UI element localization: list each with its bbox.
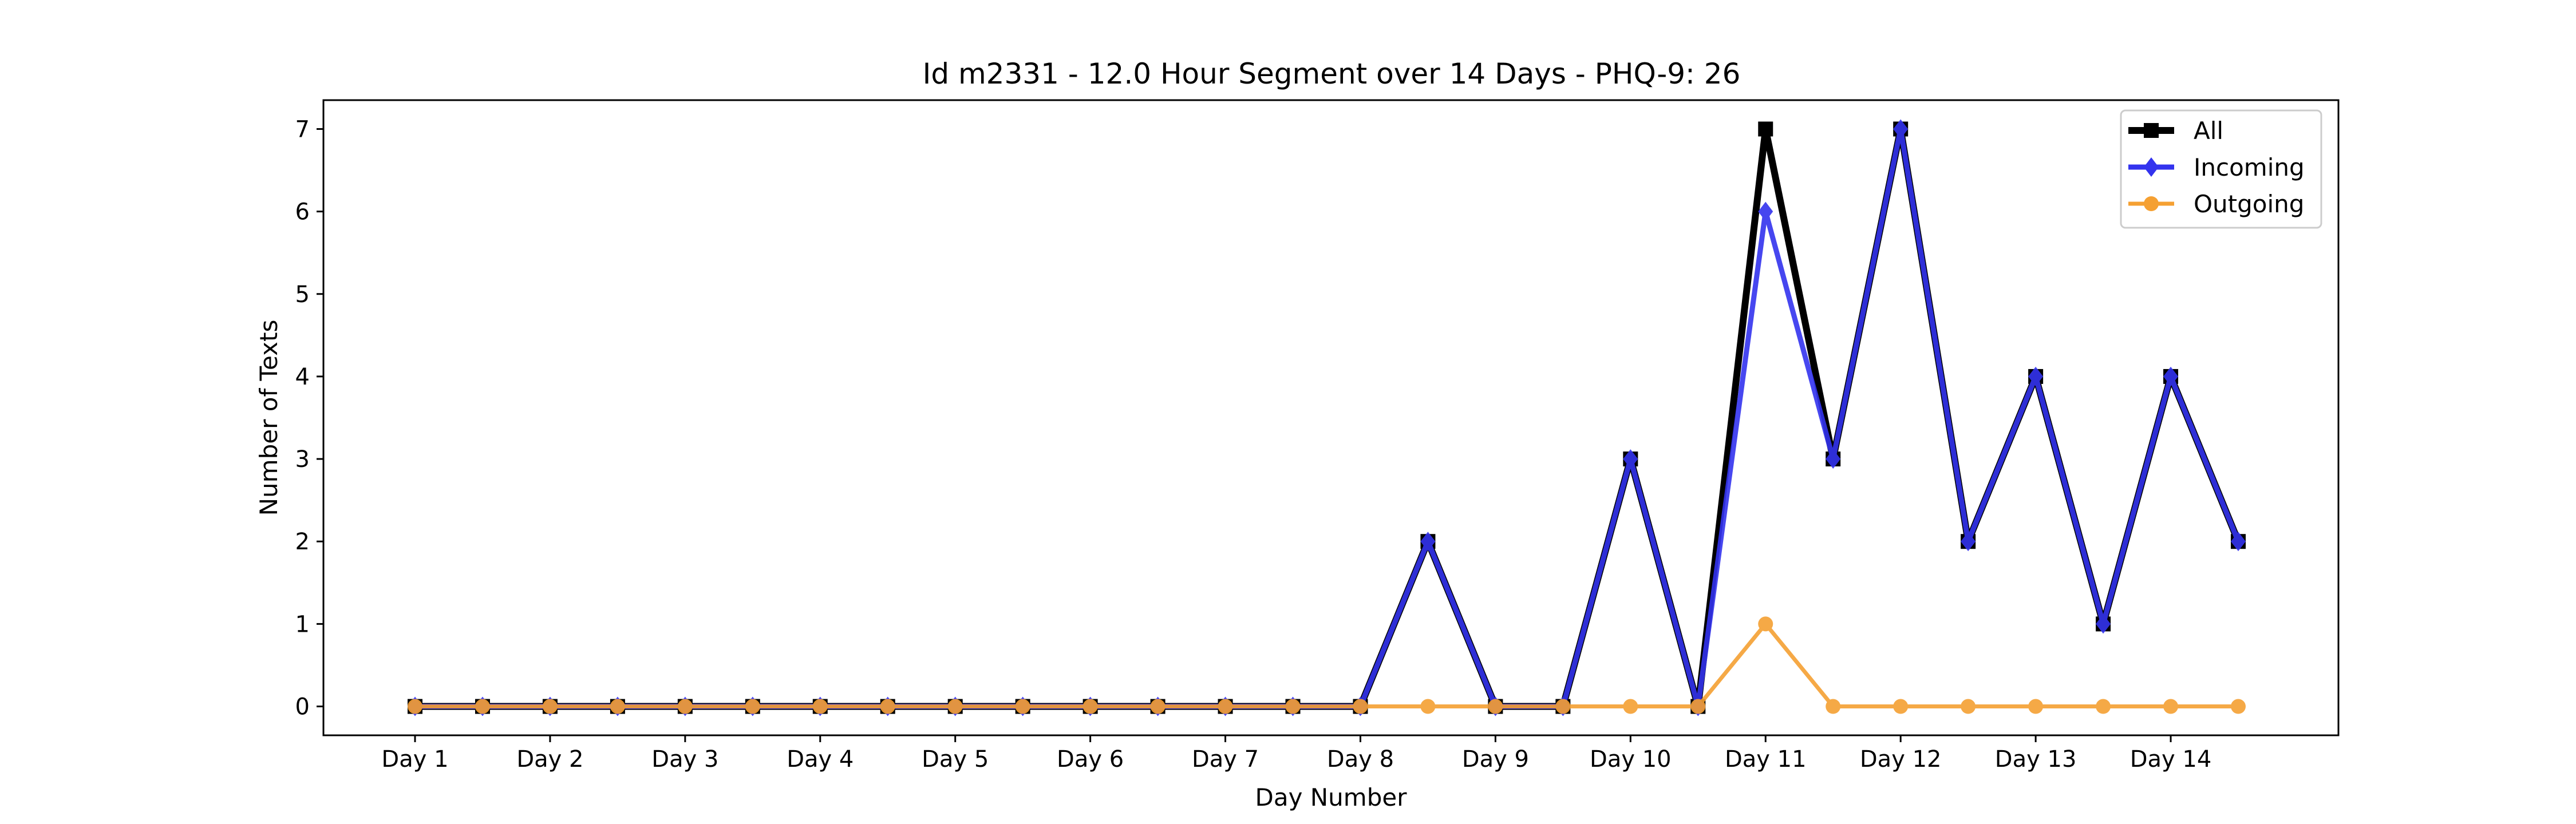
legend-label: All <box>2194 117 2223 145</box>
point-outgoing <box>1420 699 1436 714</box>
point-incoming <box>1420 532 1436 552</box>
point-incoming <box>1893 119 1909 139</box>
point-outgoing <box>1758 616 1773 632</box>
y-tick-label: 5 <box>295 282 310 308</box>
point-incoming <box>2231 532 2246 552</box>
point-outgoing <box>1150 699 1165 714</box>
y-axis-label: Number of Texts <box>255 320 283 516</box>
legend-items: All Incoming Outgoing <box>2128 117 2305 218</box>
point-outgoing <box>1285 699 1301 714</box>
x-tick-label: Day 8 <box>1327 746 1394 772</box>
point-outgoing <box>1353 699 1368 714</box>
point-outgoing <box>408 699 422 714</box>
legend-item-all: All <box>2128 117 2223 145</box>
point-outgoing <box>1082 699 1098 714</box>
y-tick-label: 6 <box>295 199 310 225</box>
legend: All Incoming Outgoing <box>2120 109 2322 229</box>
series-layer <box>408 119 2246 716</box>
point-outgoing <box>1623 699 1638 714</box>
series-line-incoming <box>415 126 2241 710</box>
y-tick-label: 3 <box>295 446 310 473</box>
point-outgoing <box>745 699 760 714</box>
x-tick-label: Day 14 <box>2130 746 2212 772</box>
point-outgoing <box>1690 699 1706 714</box>
y-tick-label: 2 <box>295 529 310 555</box>
y-axis: 0 1 2 3 4 5 6 7 <box>295 116 323 720</box>
point-incoming <box>1826 449 1841 469</box>
x-tick-label: Day 6 <box>1057 746 1124 772</box>
y-tick-label: 0 <box>295 694 310 720</box>
point-outgoing <box>1218 699 1233 714</box>
y-tick-label: 4 <box>295 364 310 390</box>
point-outgoing <box>475 699 490 714</box>
legend-swatch-marker <box>2144 196 2159 211</box>
point-outgoing <box>2163 699 2179 714</box>
point-incoming <box>1758 201 1773 221</box>
point-outgoing <box>2096 699 2111 714</box>
point-incoming <box>2028 366 2044 386</box>
x-tick-label: Day 1 <box>381 746 448 772</box>
x-tick-label: Day 2 <box>516 746 583 772</box>
y-tick-label: 1 <box>295 611 310 637</box>
point-outgoing <box>1555 699 1571 714</box>
series-outgoing <box>408 616 2246 714</box>
point-incoming <box>1961 532 1976 552</box>
x-tick-label: Day 12 <box>1860 746 1942 772</box>
point-outgoing <box>2231 699 2246 714</box>
legend-swatch-marker <box>2144 157 2159 177</box>
point-outgoing <box>1488 699 1503 714</box>
x-tick-label: Day 3 <box>651 746 718 772</box>
x-tick-label: Day 9 <box>1462 746 1529 772</box>
x-tick-label: Day 5 <box>922 746 989 772</box>
series-all <box>408 121 2246 714</box>
legend-box <box>2120 109 2322 229</box>
series-line-outgoing <box>415 621 2238 709</box>
x-axis-label: Day Number <box>1255 783 1407 811</box>
x-tick-label: Day 11 <box>1725 746 1807 772</box>
point-outgoing <box>1893 699 1909 714</box>
y-tick-label: 7 <box>295 116 310 142</box>
point-incoming <box>2096 614 2111 634</box>
x-tick-label: Day 10 <box>1590 746 1672 772</box>
chart-title: Id m2331 - 12.0 Hour Segment over 14 Day… <box>923 57 1741 90</box>
x-tick-label: Day 7 <box>1192 746 1259 772</box>
legend-item-outgoing: Outgoing <box>2128 190 2304 218</box>
point-outgoing <box>947 699 963 714</box>
legend-item-incoming: Incoming <box>2128 153 2305 181</box>
point-outgoing <box>1826 699 1841 714</box>
point-outgoing <box>610 699 625 714</box>
series-line-all <box>415 125 2242 710</box>
point-outgoing <box>677 699 693 714</box>
point-outgoing <box>542 699 558 714</box>
x-tick-label: Day 4 <box>787 746 854 772</box>
point-outgoing <box>1961 699 1976 714</box>
point-outgoing <box>2028 699 2044 714</box>
legend-swatch-marker <box>2144 123 2159 138</box>
point-incoming <box>2163 366 2179 386</box>
x-axis: Day 1 Day 2 Day 3 Day 4 Day 5 Day 6 Day 7 Day 8… <box>381 735 2211 772</box>
plot-frame <box>322 99 2340 736</box>
x-tick-label: Day 13 <box>1995 746 2077 772</box>
point-outgoing <box>812 699 828 714</box>
series-incoming <box>408 119 2246 716</box>
point-incoming <box>1623 449 1638 469</box>
point-all <box>1758 121 1773 137</box>
point-outgoing <box>1015 699 1030 714</box>
point-outgoing <box>880 699 895 714</box>
legend-label: Incoming <box>2194 153 2305 181</box>
legend-label: Outgoing <box>2194 190 2304 218</box>
